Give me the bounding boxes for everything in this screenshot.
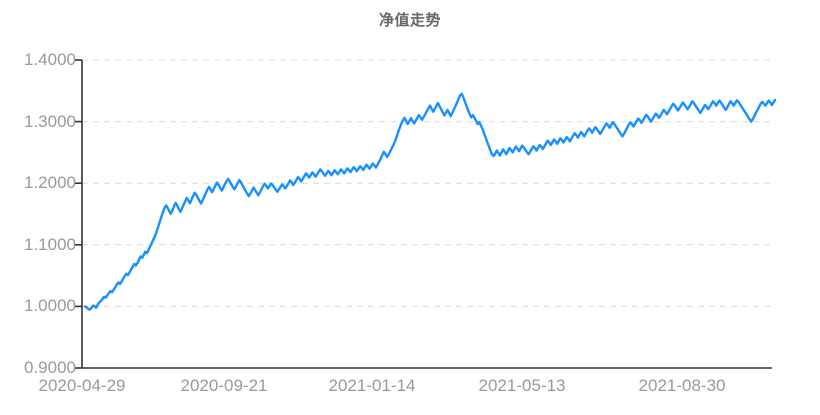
x-axis-tick-label: 2021-05-13 [478,376,566,395]
x-axis-tick-label: 2020-09-21 [180,376,268,395]
y-axis-tick-label: 1.4000 [24,50,76,69]
y-axis-tick-label: 1.3000 [24,111,76,131]
x-axis-tick-label: 2020-04-29 [38,376,126,395]
chart-title: 净值走势 [378,12,441,29]
gridlines [82,59,772,307]
y-axis-labels: 0.9000 1.0000 1.1000 1.2000 1.3000 1.4000 [0,0,76,415]
net-value-line-series [83,92,777,311]
y-axis-tick-label: 1.0000 [24,296,76,316]
x-axis-tick-label: 2021-01-14 [328,376,416,395]
y-axis-tick-label: 1.1000 [24,234,76,254]
y-axis-tick-label: 1.2000 [24,173,76,193]
x-axis-tick-label: 2021-08-30 [638,376,726,395]
y-axis-tick-label: 0.9000 [24,358,76,377]
y-axis-tick-marks [75,59,82,369]
